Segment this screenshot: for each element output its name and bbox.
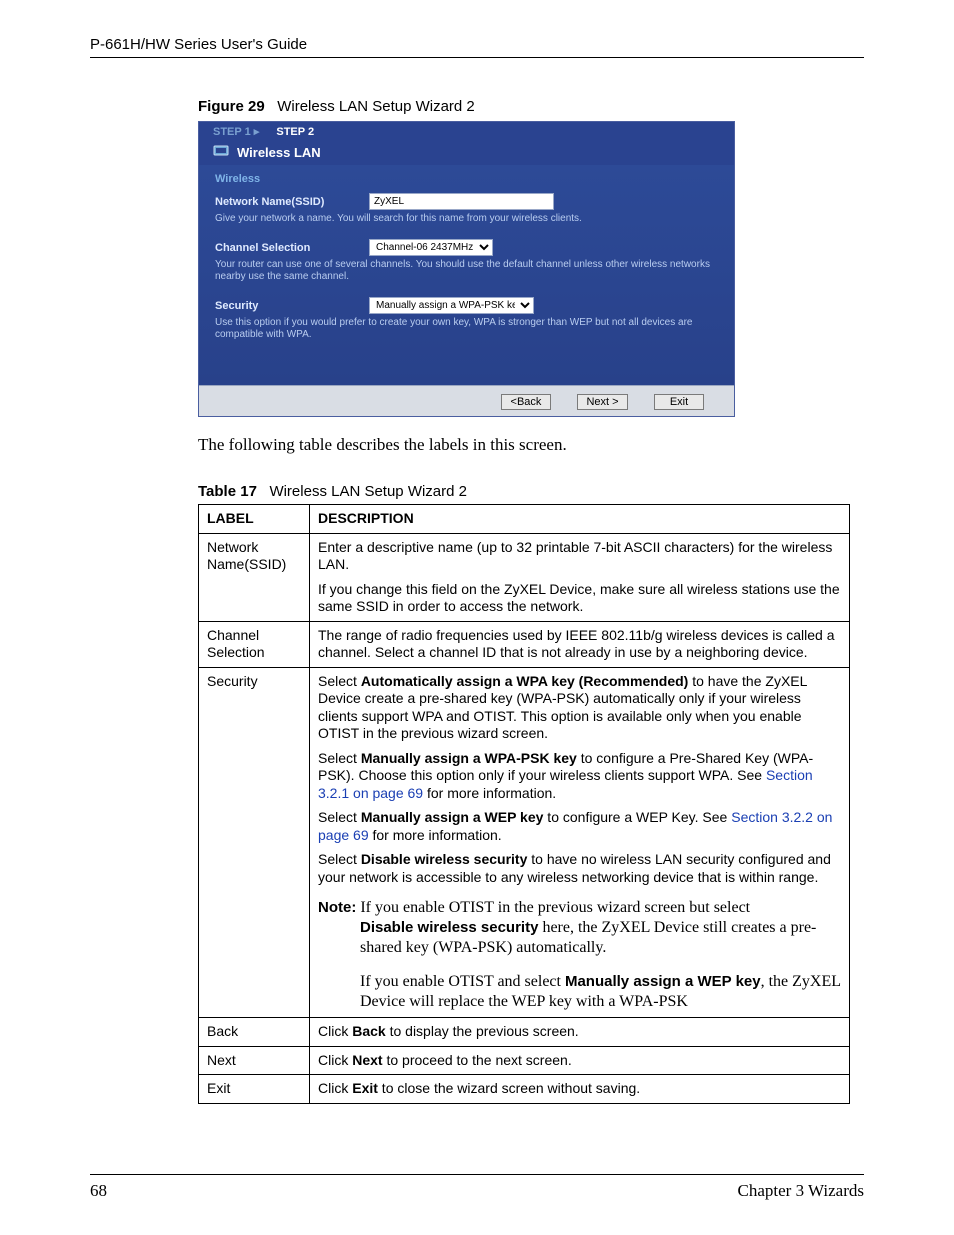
cell-channel-desc: The range of radio frequencies used by I…	[310, 621, 850, 667]
exit-button[interactable]: Exit	[654, 394, 704, 410]
header-rule	[90, 57, 864, 58]
table-row: Channel Selection The range of radio fre…	[199, 621, 850, 667]
row-security: Security Manually assign a WPA-PSK key	[215, 297, 718, 314]
security-help: Use this option if you would prefer to c…	[215, 317, 718, 341]
security-select[interactable]: Manually assign a WPA-PSK key	[369, 297, 534, 314]
table-row: Network Name(SSID) Enter a descriptive n…	[199, 533, 850, 621]
ssid-help: Give your network a name. You will searc…	[215, 213, 718, 225]
cell-back-desc: Click Back to display the previous scree…	[310, 1018, 850, 1047]
wizard-steps: STEP 1 ▸ STEP 2	[199, 122, 734, 141]
cell-channel-label: Channel Selection	[199, 621, 310, 667]
table-row: Exit Click Exit to close the wizard scre…	[199, 1075, 850, 1104]
cell-next-desc: Click Next to proceed to the next screen…	[310, 1046, 850, 1075]
channel-help: Your router can use one of several chann…	[215, 259, 718, 283]
wizard-title: Wireless LAN	[199, 141, 734, 165]
page-root: P-661H/HW Series User's Guide Figure 29 …	[0, 0, 954, 1235]
cell-exit-desc: Click Exit to close the wizard screen wi…	[310, 1075, 850, 1104]
security-label: Security	[215, 300, 355, 312]
back-button[interactable]: <Back	[501, 394, 551, 410]
table-label: Table 17	[198, 483, 257, 500]
th-label: LABEL	[199, 505, 310, 534]
wizard-footer: <Back Next > Exit	[199, 385, 734, 416]
page-footer: 68 Chapter 3 Wizards	[90, 1174, 864, 1201]
cell-security-label: Security	[199, 667, 310, 1018]
cell-next-label: Next	[199, 1046, 310, 1075]
wireless-icon	[213, 144, 229, 160]
next-button[interactable]: Next >	[577, 394, 627, 410]
th-desc: DESCRIPTION	[310, 505, 850, 534]
step-1[interactable]: STEP 1 ▸	[213, 126, 262, 138]
description-table: LABEL DESCRIPTION Network Name(SSID) Ent…	[198, 504, 850, 1104]
table-caption: Table 17 Wireless LAN Setup Wizard 2	[198, 483, 864, 500]
wizard-section-heading: Wireless	[215, 173, 718, 185]
channel-select[interactable]: Channel-06 2437MHz	[369, 239, 493, 256]
row-ssid: Network Name(SSID)	[215, 193, 718, 210]
table-row: Back Click Back to display the previous …	[199, 1018, 850, 1047]
figure-title: Wireless LAN Setup Wizard 2	[277, 98, 475, 115]
cell-security-desc: Select Automatically assign a WPA key (R…	[310, 667, 850, 1018]
table-header-row: LABEL DESCRIPTION	[199, 505, 850, 534]
row-channel: Channel Selection Channel-06 2437MHz	[215, 239, 718, 256]
table-row: Next Click Next to proceed to the next s…	[199, 1046, 850, 1075]
cell-ssid-desc: Enter a descriptive name (up to 32 print…	[310, 533, 850, 621]
figure-label: Figure 29	[198, 98, 265, 115]
ssid-input[interactable]	[369, 193, 554, 210]
step-2[interactable]: STEP 2	[276, 126, 314, 138]
cell-ssid-label: Network Name(SSID)	[199, 533, 310, 621]
mid-paragraph: The following table describes the labels…	[198, 435, 864, 455]
chapter-label: Chapter 3 Wizards	[738, 1181, 864, 1201]
table-row: Security Select Automatically assign a W…	[199, 667, 850, 1018]
running-header: P-661H/HW Series User's Guide	[90, 36, 864, 57]
wizard-body: Wireless Network Name(SSID) Give your ne…	[199, 165, 734, 385]
cell-exit-label: Exit	[199, 1075, 310, 1104]
wizard-title-text: Wireless LAN	[237, 145, 321, 160]
footer-rule	[90, 1174, 864, 1175]
ssid-label: Network Name(SSID)	[215, 196, 355, 208]
table-title: Wireless LAN Setup Wizard 2	[269, 483, 467, 500]
figure-caption: Figure 29 Wireless LAN Setup Wizard 2	[198, 98, 864, 115]
cell-back-label: Back	[199, 1018, 310, 1047]
page-number: 68	[90, 1181, 107, 1201]
channel-label: Channel Selection	[215, 242, 355, 254]
wizard-panel: STEP 1 ▸ STEP 2 Wireless LAN Wireless Ne…	[198, 121, 735, 417]
